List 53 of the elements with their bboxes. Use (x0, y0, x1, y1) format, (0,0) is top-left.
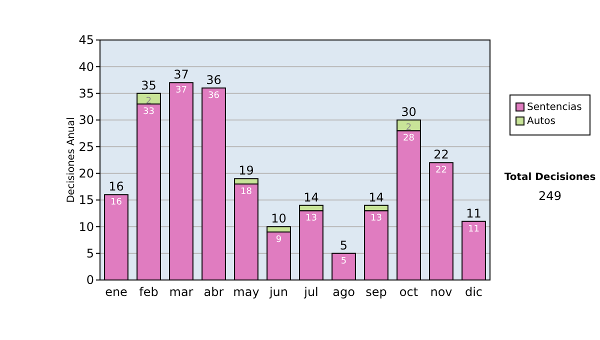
total-label: 37 (174, 68, 189, 82)
total-label: 30 (401, 105, 416, 119)
x-tick-label: ago (332, 285, 355, 299)
total-label: 22 (434, 148, 449, 162)
total-label: 19 (238, 164, 254, 178)
y-tick-label: 25 (78, 140, 94, 154)
x-tick-label: ene (105, 285, 128, 299)
x-tick-label: abr (204, 285, 224, 299)
data-label: 37 (176, 86, 187, 96)
text: Total Decisiones (504, 172, 596, 183)
y-tick-label: 40 (78, 60, 94, 74)
legend-label: Autos (527, 116, 556, 127)
data-label: 11 (468, 224, 480, 234)
total-label: 14 (368, 190, 384, 204)
y-tick-label: 20 (78, 166, 94, 181)
total-label: 5 (340, 238, 348, 252)
total-label: 36 (206, 73, 222, 87)
total-label: 16 (108, 180, 124, 194)
data-label: 33 (143, 107, 154, 117)
text: 249 (538, 189, 562, 203)
y-axis-title: Decisiones Anual (66, 117, 77, 203)
y-tick-label: 0 (86, 273, 94, 288)
total-label: 35 (141, 78, 156, 92)
x-tick-label: mar (169, 285, 194, 299)
y-tick-label: 30 (78, 113, 94, 128)
total-label: 10 (271, 212, 286, 226)
total-label: 14 (304, 190, 319, 204)
data-label: 2 (406, 123, 412, 133)
data-label: 13 (306, 214, 317, 224)
y-tick-label: 35 (78, 86, 94, 101)
y-tick-label: 45 (78, 33, 94, 48)
data-label: 22 (436, 166, 447, 176)
x-tick-label: feb (139, 285, 158, 299)
data-label: 9 (276, 235, 282, 245)
data-label: 5 (340, 256, 347, 266)
x-tick-label: nov (430, 285, 452, 299)
x-tick-label: oct (399, 285, 418, 299)
data-label: 36 (208, 91, 220, 101)
y-tick-label: 10 (78, 220, 94, 234)
y-tick-label: 5 (86, 246, 94, 261)
data-label: 2 (146, 96, 152, 106)
data-label: 18 (240, 187, 252, 197)
data-label: 16 (110, 198, 122, 208)
total-label: 11 (466, 206, 482, 220)
x-tick-label: may (233, 285, 260, 299)
x-tick-label: jun (268, 285, 288, 299)
x-tick-label: sep (366, 285, 387, 299)
legend-label: Sentencias (527, 102, 582, 113)
data-label: 13 (370, 214, 382, 224)
x-tick-label: jul (303, 285, 318, 299)
x-tick-label: dic (464, 285, 483, 299)
y-tick-label: 15 (78, 193, 94, 208)
data-label: 28 (403, 134, 415, 144)
